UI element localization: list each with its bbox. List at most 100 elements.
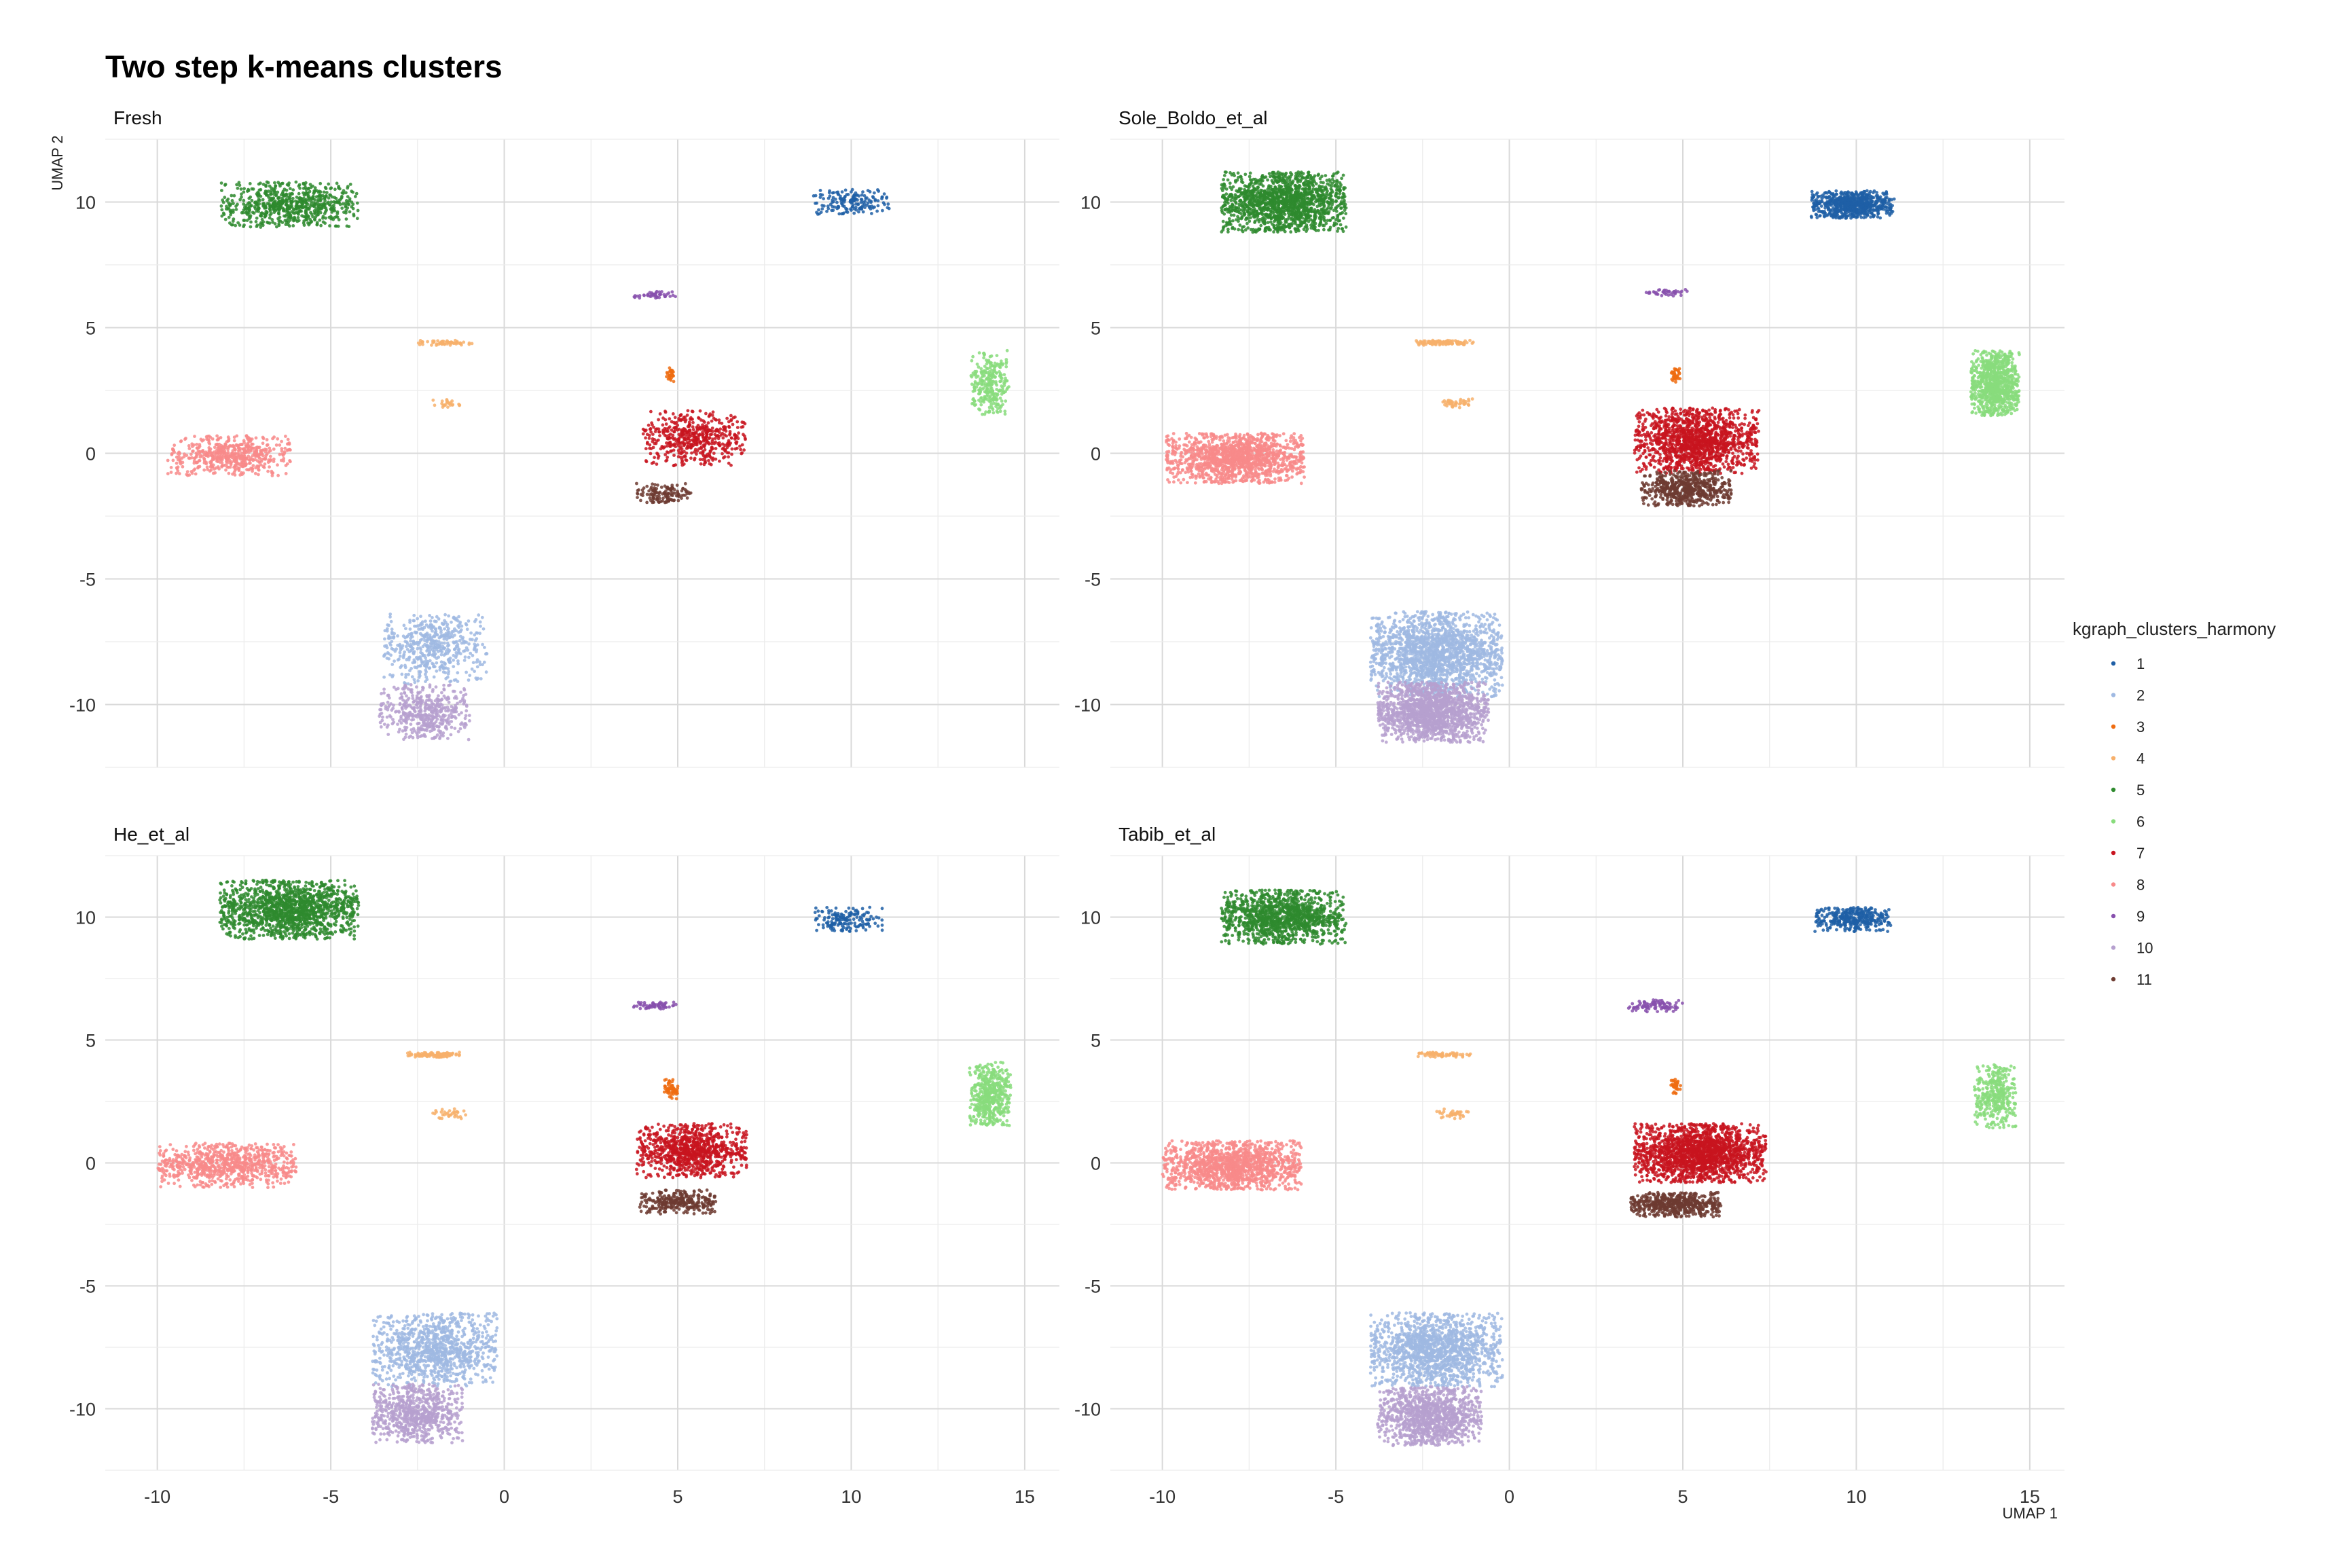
data-point <box>356 217 359 220</box>
data-point <box>727 452 731 455</box>
data-point <box>428 697 431 701</box>
data-point <box>996 411 1000 414</box>
data-point <box>329 187 332 190</box>
data-point <box>709 433 712 437</box>
data-point <box>730 437 733 440</box>
data-point <box>402 634 405 638</box>
data-point <box>304 205 307 208</box>
data-point <box>1223 208 1226 211</box>
data-point <box>229 466 232 469</box>
data-point <box>668 366 672 369</box>
data-point <box>400 721 403 725</box>
data-point <box>283 452 286 456</box>
data-point <box>240 187 243 191</box>
data-point <box>1280 216 1284 219</box>
y-tick-label: 10 <box>1080 193 1101 213</box>
data-point <box>729 430 732 433</box>
data-point <box>674 416 677 419</box>
data-point <box>448 714 451 718</box>
data-point <box>465 623 469 627</box>
data-point <box>1248 219 1251 223</box>
data-point <box>297 219 301 222</box>
data-point <box>441 623 445 626</box>
data-point <box>644 447 648 450</box>
data-point <box>1305 175 1309 179</box>
data-point <box>672 498 676 502</box>
data-point <box>275 193 278 196</box>
data-point <box>473 670 476 673</box>
data-point <box>207 446 211 450</box>
data-point <box>437 703 441 706</box>
data-point <box>974 373 977 377</box>
data-point <box>280 440 283 443</box>
data-point <box>850 190 853 194</box>
data-point <box>687 409 690 412</box>
data-point <box>348 211 352 214</box>
data-point <box>1302 200 1305 204</box>
data-point <box>221 464 225 467</box>
data-point <box>314 186 317 189</box>
data-point <box>737 431 740 435</box>
data-point <box>404 627 407 630</box>
data-point <box>379 721 382 725</box>
data-point <box>881 196 884 199</box>
data-point <box>306 192 309 195</box>
data-point <box>682 494 685 497</box>
data-point <box>338 187 342 191</box>
data-point <box>386 657 389 660</box>
data-point <box>400 664 403 668</box>
data-point <box>448 649 451 653</box>
data-point <box>1273 171 1276 175</box>
data-point <box>444 677 448 680</box>
data-point <box>251 454 255 458</box>
data-point <box>658 434 661 437</box>
data-point <box>1312 203 1315 206</box>
data-point <box>999 397 1002 400</box>
data-point <box>970 402 974 405</box>
data-point <box>723 455 727 458</box>
y-tick-label: -5 <box>1085 570 1101 590</box>
data-point <box>270 189 273 192</box>
data-point <box>411 694 414 697</box>
data-point <box>1289 230 1292 234</box>
data-point <box>1006 349 1009 352</box>
data-point <box>695 426 699 429</box>
data-point <box>1241 225 1244 229</box>
data-point <box>351 191 354 194</box>
data-point <box>980 371 983 375</box>
data-point <box>325 202 329 205</box>
data-point <box>703 420 706 424</box>
data-point <box>459 635 462 638</box>
data-point <box>219 452 223 455</box>
data-point <box>666 430 670 433</box>
data-point <box>425 678 429 681</box>
data-point <box>399 697 402 700</box>
data-point <box>255 217 259 220</box>
data-point <box>1228 220 1231 223</box>
data-point <box>166 472 170 475</box>
data-point <box>310 221 313 224</box>
data-point <box>819 189 822 192</box>
data-point <box>404 685 407 688</box>
data-point <box>338 201 341 204</box>
data-point <box>395 647 398 651</box>
data-point <box>1238 223 1241 227</box>
data-point <box>666 458 669 462</box>
data-point <box>411 675 414 678</box>
data-point <box>1266 208 1269 212</box>
data-point <box>479 677 483 680</box>
data-point <box>263 466 266 469</box>
data-point <box>457 730 460 733</box>
data-point <box>244 208 247 211</box>
data-point <box>481 643 484 646</box>
data-point <box>863 200 867 203</box>
data-point <box>335 182 339 185</box>
data-point <box>649 295 653 298</box>
data-point <box>663 484 667 488</box>
data-point <box>645 501 649 505</box>
data-point <box>390 620 393 623</box>
data-point <box>177 451 181 454</box>
data-point <box>228 216 231 219</box>
data-point <box>981 382 985 386</box>
data-point <box>718 441 721 445</box>
